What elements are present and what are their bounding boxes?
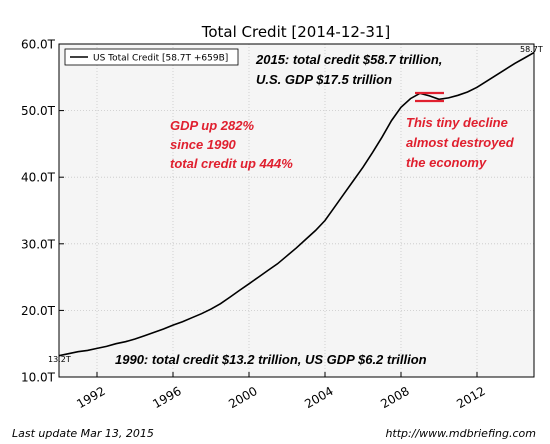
annotation-1990: 1990: total credit $13.2 trillion, US GD… (115, 352, 427, 367)
annotation-decline-line1: This tiny decline (406, 115, 508, 130)
x-tick-label: 2012 (454, 384, 487, 411)
x-tick-label: 2000 (226, 384, 259, 411)
series-line-us-total-credit (58, 52, 535, 357)
footer-source-url[interactable]: http://www.mdbriefing.com (385, 427, 536, 440)
y-tick-label: 60.0T (21, 38, 56, 52)
annotation-decline-line3: the economy (406, 155, 487, 170)
x-tick-label: 1992 (74, 384, 107, 411)
annotation-gdp-line1: GDP up 282% (170, 118, 254, 133)
end-label-start: 13.2T (48, 355, 71, 364)
legend-box (64, 48, 239, 66)
plot-frame (58, 43, 535, 378)
y-tick-label: 20.0T (21, 304, 56, 318)
chart-title: Total Credit [2014-12-31] (201, 23, 391, 41)
x-tick-label: 1996 (150, 384, 183, 411)
plot-area (59, 44, 534, 377)
x-axis: 1992 1996 2000 2004 2008 2012 (74, 372, 488, 411)
legend: US Total Credit [58.7T +659B] (64, 48, 239, 66)
grid (59, 44, 534, 377)
y-tick-label: 30.0T (21, 237, 56, 251)
footer-last-update: Last update Mar 13, 2015 (12, 427, 154, 440)
y-tick-label: 50.0T (21, 104, 56, 118)
end-label-end: 58.7T (520, 45, 543, 54)
x-tick-label: 2004 (302, 384, 335, 411)
legend-label: US Total Credit [58.7T +659B] (93, 54, 228, 64)
annotation-2015-line1: 2015: total credit $58.7 trillion, (255, 52, 442, 67)
y-tick-label: 10.0T (21, 371, 56, 385)
annotation-gdp-line3: total credit up 444% (170, 156, 293, 171)
y-axis: 10.0T 20.0T 30.0T 40.0T 50.0T 60.0T (21, 38, 64, 385)
annotation-2015-line2: U.S. GDP $17.5 trillion (256, 72, 392, 87)
y-tick-label: 40.0T (21, 171, 56, 185)
annotation-gdp-line2: since 1990 (170, 137, 237, 152)
x-tick-label: 2008 (378, 384, 411, 411)
annotation-decline-line2: almost destroyed (406, 135, 515, 150)
